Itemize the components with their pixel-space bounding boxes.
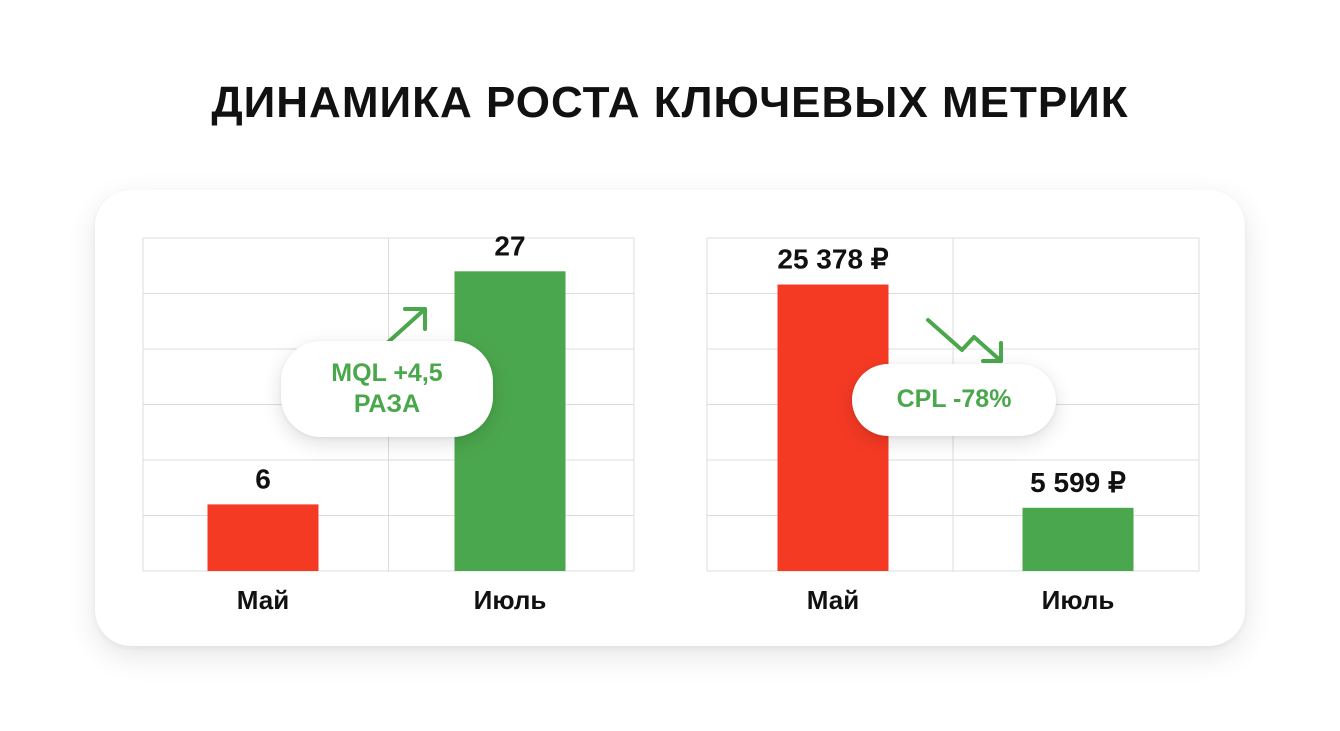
mql-badge-line2: РАЗА [353,390,421,418]
data-label: 6 [255,463,271,494]
mql-growth-badge: MQL +4,5 РАЗА [281,341,493,437]
category-label: Май [807,585,859,615]
bar-july [1022,507,1134,571]
category-label: Июль [1042,585,1115,615]
arrow-down-icon [926,318,1003,363]
category-label: Май [237,585,289,615]
data-label: 27 [494,230,525,261]
data-label: 5 599 ₽ [1030,467,1126,498]
bar-may [207,504,319,571]
page-title: ДИНАМИКА РОСТА КЛЮЧЕВЫХ МЕТРИК [211,78,1129,127]
cpl-badge-label: CPL -78% [896,385,1012,414]
data-label: 25 378 ₽ [777,244,888,275]
mql-badge-line1: MQL +4,5 [331,358,443,387]
category-label: Июль [474,585,547,615]
arrow-up-icon [383,307,427,347]
cpl-change-badge: CPL -78% [852,364,1056,436]
